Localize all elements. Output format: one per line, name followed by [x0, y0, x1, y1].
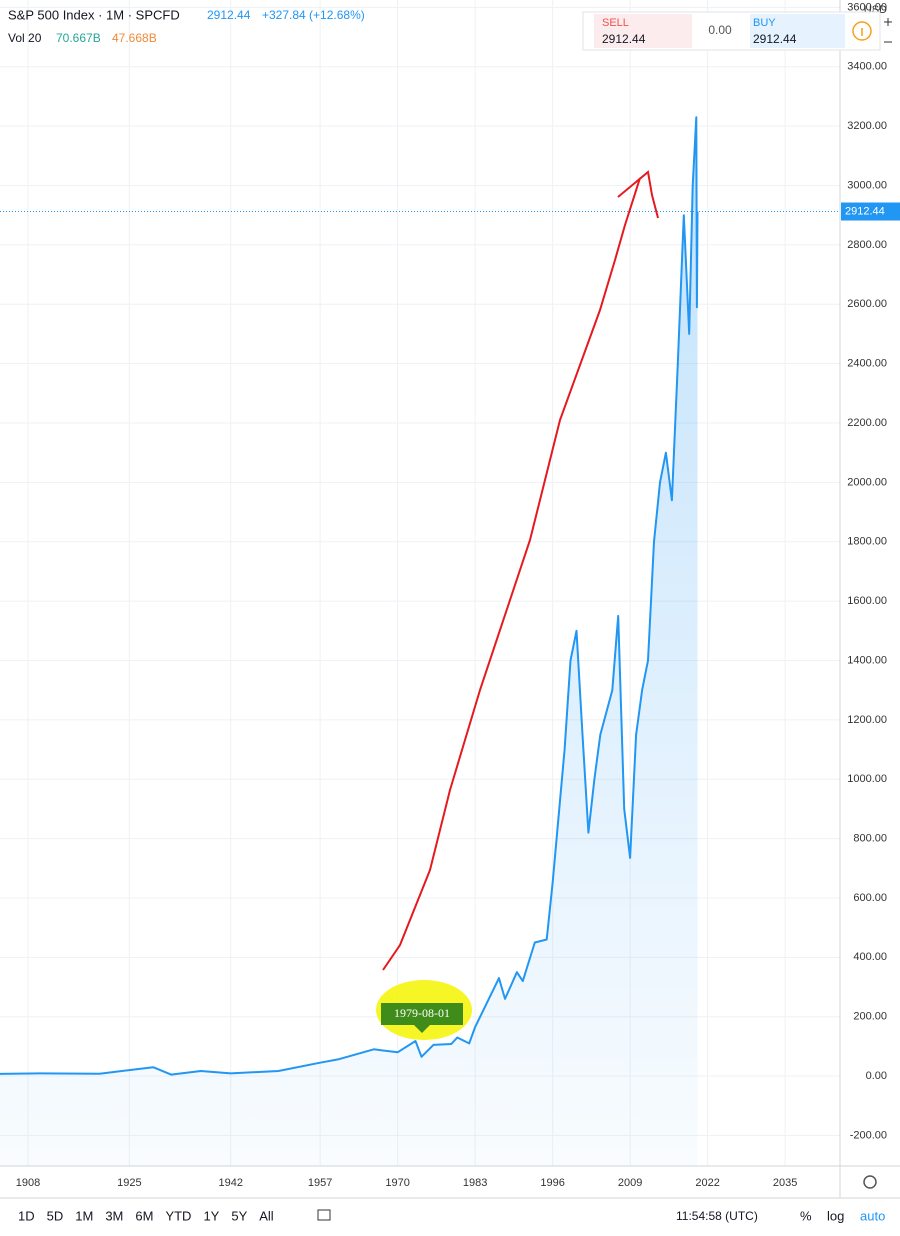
log-toggle[interactable]: log [827, 1208, 844, 1223]
range-button[interactable]: YTD [165, 1208, 191, 1223]
settings-icon[interactable] [863, 1175, 877, 1189]
sell-price: 2912.44 [602, 32, 646, 46]
drawn-arrow [382, 177, 641, 971]
price-line [0, 116, 699, 1076]
y-tick-label: 3200.00 [847, 120, 887, 132]
sell-label: SELL [602, 17, 629, 29]
y-tick-label: 400.00 [853, 951, 887, 963]
last-price: 2912.44 [207, 8, 251, 22]
range-button[interactable]: 3M [105, 1208, 123, 1223]
volume-ma: 47.668B [112, 31, 157, 45]
spread: 0.00 [708, 23, 732, 37]
y-tick-label: 0.00 [866, 1070, 887, 1082]
auto-toggle[interactable]: auto [860, 1208, 885, 1223]
y-tick-label: 2800.00 [847, 239, 887, 251]
volume-label: Vol 20 [8, 31, 42, 45]
x-tick-label: 2022 [695, 1177, 719, 1189]
last-price-label: 2912.44 [845, 205, 885, 217]
area-fill [0, 117, 698, 1166]
x-tick-label: 1996 [540, 1177, 564, 1189]
symbol: S&P 500 Index · 1M · SPCFD [8, 7, 180, 22]
x-tick-label: 1957 [308, 1177, 332, 1189]
y-tick-label: 1800.00 [847, 536, 887, 548]
y-tick-label: 200.00 [853, 1011, 887, 1023]
x-tick-label: 1925 [117, 1177, 141, 1189]
y-tick-label: 1400.00 [847, 654, 887, 666]
annotation: 1979-08-01 [394, 1006, 450, 1020]
compare-icon[interactable] [317, 1209, 331, 1221]
y-tick-label: 1200.00 [847, 714, 887, 726]
y-tick-label: 2600.00 [847, 298, 887, 310]
x-tick-label: 2009 [618, 1177, 642, 1189]
x-tick-label: 1942 [218, 1177, 242, 1189]
buy-price: 2912.44 [753, 32, 797, 46]
y-tick-label: 3000.00 [847, 179, 887, 191]
plot-area [0, 0, 840, 1166]
y-tick-label: 2000.00 [847, 476, 887, 488]
arrow-head [617, 170, 659, 219]
last-price-tag [841, 202, 900, 221]
volume-value: 70.667B [56, 31, 101, 45]
range-button[interactable]: 1M [75, 1208, 93, 1223]
y-tick-label: 3400.00 [847, 61, 887, 73]
y-tick-label: 3600.00 [847, 1, 887, 13]
x-tick-label: 1908 [16, 1177, 40, 1189]
y-tick-label: 1000.00 [847, 773, 887, 785]
change: +327.84 (+12.68%) [262, 8, 365, 22]
toolbar: 1D 5D 1M 3M 6M YTD 1Y 5Y All [18, 1208, 274, 1223]
annotation-box [381, 1003, 463, 1025]
range-button[interactable]: 5D [47, 1208, 64, 1223]
x-tick-label: 2035 [773, 1177, 797, 1189]
range-button[interactable]: All [259, 1208, 274, 1223]
percent-toggle[interactable]: % [800, 1208, 812, 1223]
y-tick-label: 1600.00 [847, 595, 887, 607]
sell-button[interactable] [594, 14, 692, 48]
info-icon[interactable] [852, 21, 872, 41]
x-tick-label: 1970 [385, 1177, 409, 1189]
range-button[interactable]: 5Y [231, 1208, 247, 1223]
range-button[interactable]: 6M [135, 1208, 153, 1223]
annotation-pointer [414, 1025, 430, 1033]
x-tick-label: 1983 [463, 1177, 487, 1189]
clock: 11:54:58 (UTC) [676, 1209, 758, 1223]
y-tick-label: 2400.00 [847, 358, 887, 370]
y-tick-label: 2200.00 [847, 417, 887, 429]
buy-button[interactable] [750, 14, 845, 48]
y-tick-label: 800.00 [853, 832, 887, 844]
buy-label: BUY [753, 17, 776, 29]
range-button[interactable]: 1D [18, 1208, 35, 1223]
range-button[interactable]: 1Y [203, 1208, 219, 1223]
y-tick-label: 600.00 [853, 892, 887, 904]
y-tick-label: -200.00 [850, 1129, 887, 1141]
